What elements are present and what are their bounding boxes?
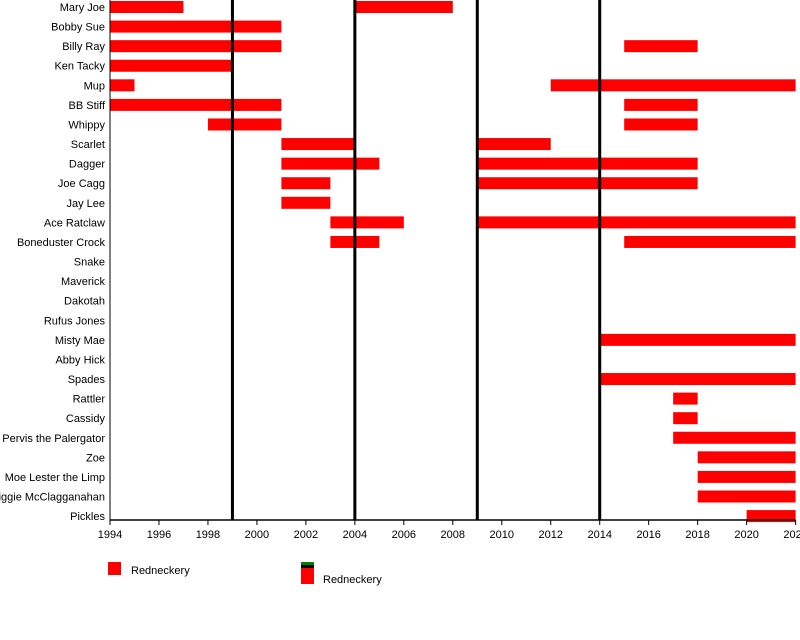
member-label: Billy Ray xyxy=(62,41,105,53)
membership-bar xyxy=(281,157,380,170)
member-label: Scarlet xyxy=(71,139,105,151)
membership-bar xyxy=(624,40,698,53)
legend-swatch-1 xyxy=(108,562,121,575)
x-tick-label: 2022 xyxy=(783,529,800,541)
member-label: Mup xyxy=(84,80,105,92)
member-label: Pickles xyxy=(70,511,105,523)
membership-bar xyxy=(330,216,404,229)
membership-bar xyxy=(477,138,551,151)
x-tick-label: 2008 xyxy=(441,529,465,541)
member-label: Rufus Jones xyxy=(44,315,106,327)
legend-swatch-2-black xyxy=(301,565,314,568)
member-label: Boneduster Crock xyxy=(17,237,106,249)
member-label: Cassidy xyxy=(66,413,106,425)
x-axis: 1994 1996 1998 2000 2002 2004 2006 2008 2010 2012… xyxy=(98,0,800,541)
membership-bar xyxy=(354,1,453,13)
member-label: Bobby Sue xyxy=(51,22,105,34)
membership-bar xyxy=(673,431,796,444)
x-tick-label: 2018 xyxy=(685,529,709,541)
legend-label-2: Redneckery xyxy=(323,574,382,586)
member-label: Maverick xyxy=(61,276,106,288)
membership-bar xyxy=(110,40,282,53)
membership-bar xyxy=(599,333,796,346)
legend-label-1: Redneckery xyxy=(131,565,190,577)
legend-swatch-2-green xyxy=(301,562,314,565)
membership-bar xyxy=(477,177,698,190)
membership-bar xyxy=(110,59,233,72)
member-label: Abby Hick xyxy=(55,354,105,366)
membership-bar xyxy=(746,510,796,523)
x-tick-label: 2020 xyxy=(734,529,758,541)
member-label: Moe Lester the Limp xyxy=(5,472,105,484)
membership-bar xyxy=(110,98,282,111)
membership-bar xyxy=(624,235,796,248)
member-label: Joe Cagg xyxy=(58,178,105,190)
x-tick-label: 2000 xyxy=(245,529,269,541)
member-label: Ken Tacky xyxy=(54,61,105,73)
member-label: BB Stiff xyxy=(69,100,106,112)
x-tick-label: 2006 xyxy=(392,529,416,541)
membership-bar xyxy=(477,157,698,170)
member-label: Dagger xyxy=(69,159,105,171)
legend: Redneckery Redneckery xyxy=(108,562,382,586)
membership-bar xyxy=(281,177,331,190)
membership-bar xyxy=(110,1,184,13)
era-lines-layer xyxy=(230,0,602,520)
member-label: Spades xyxy=(68,374,106,386)
membership-bar xyxy=(599,373,796,386)
x-tick-label: 1996 xyxy=(147,529,171,541)
membership-bar xyxy=(110,20,282,33)
member-label: Snake xyxy=(74,257,105,269)
member-labels: Mary Joe Bobby Sue Billy Ray Ken Tacky Mup BB… xyxy=(0,2,106,523)
member-label: Zoe xyxy=(86,452,105,464)
membership-bar xyxy=(550,79,796,92)
x-tick-label: 2012 xyxy=(539,529,563,541)
x-tick-label: 2014 xyxy=(587,529,611,541)
legend-swatch-2-red xyxy=(301,568,314,584)
membership-bar xyxy=(624,118,698,131)
membership-bar xyxy=(697,490,796,503)
x-tick-label: 2004 xyxy=(343,529,367,541)
member-label: Jiggie McClagganahan xyxy=(0,492,105,504)
member-label: Pervis the Palergator xyxy=(2,433,105,445)
membership-bar xyxy=(697,451,796,464)
member-label: Ace Ratclaw xyxy=(44,217,105,229)
member-label: Rattler xyxy=(73,394,106,406)
membership-bar xyxy=(673,412,698,425)
membership-bar xyxy=(673,392,698,405)
x-tick-label: 2010 xyxy=(490,529,514,541)
member-label: Dakotah xyxy=(64,296,105,308)
member-label: Mary Joe xyxy=(60,2,105,14)
x-tick-label: 2016 xyxy=(636,529,660,541)
member-label: Jay Lee xyxy=(66,198,105,210)
x-tick-label: 1994 xyxy=(98,529,122,541)
membership-bar xyxy=(281,138,355,151)
membership-bar xyxy=(624,98,698,111)
membership-bar xyxy=(477,216,796,229)
x-tick-label: 1998 xyxy=(196,529,220,541)
membership-bar xyxy=(110,79,135,92)
member-label: Whippy xyxy=(68,119,105,131)
membership-bar xyxy=(207,118,282,131)
bars-layer xyxy=(110,1,796,523)
membership-bar xyxy=(697,470,796,483)
x-tick-label: 2002 xyxy=(294,529,318,541)
membership-bar xyxy=(281,196,331,209)
member-label: Misty Mae xyxy=(55,335,105,347)
